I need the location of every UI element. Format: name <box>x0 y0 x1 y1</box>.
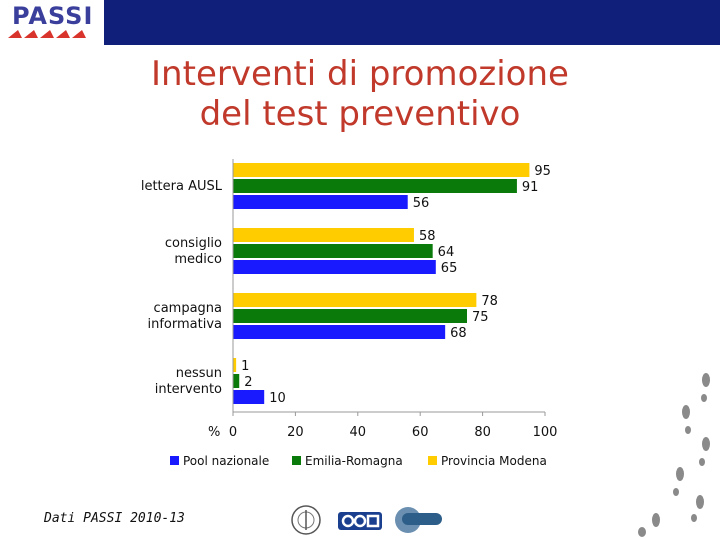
category-label: campagna <box>154 301 222 316</box>
bar <box>233 163 530 177</box>
legend-swatch <box>170 456 179 465</box>
data-label: 56 <box>413 196 430 211</box>
category-label: informativa <box>148 317 223 332</box>
partner-logos <box>291 505 442 535</box>
bar <box>233 195 408 209</box>
bar <box>233 228 414 242</box>
data-label: 78 <box>481 294 498 309</box>
data-label: 65 <box>441 261 458 276</box>
bar <box>233 309 467 323</box>
bar <box>233 374 240 388</box>
passi-logo: PASSI <box>0 0 104 45</box>
bar <box>233 390 265 404</box>
bar <box>233 293 477 307</box>
data-label: 10 <box>269 391 286 406</box>
data-label: 95 <box>534 164 551 179</box>
bar <box>233 358 237 372</box>
x-axis-ticks: 0 20 40 60 80 100 <box>229 412 558 440</box>
legend-swatch <box>292 456 301 465</box>
slide-title: Interventi di promozione del test preven… <box>100 54 620 134</box>
category-label: consiglio <box>165 236 222 251</box>
x-tick-label: 40 <box>350 425 367 440</box>
data-label: 1 <box>241 359 249 374</box>
legend-swatch <box>428 456 437 465</box>
x-tick-label: 20 <box>287 425 304 440</box>
data-label: 58 <box>419 229 436 244</box>
bar <box>233 179 517 193</box>
bar <box>233 260 436 274</box>
logo-marks-icon <box>8 30 86 38</box>
bar <box>233 244 433 258</box>
data-label: 2 <box>244 375 252 390</box>
category-label: nessun <box>176 366 222 381</box>
data-label: 91 <box>522 180 539 195</box>
x-axis-unit-label: % <box>208 425 220 440</box>
legend-label: Pool nazionale <box>183 454 269 468</box>
seal-logo-icon <box>291 505 321 535</box>
x-tick-label: 60 <box>412 425 429 440</box>
chart-bars <box>233 163 530 404</box>
data-label: 68 <box>450 326 467 341</box>
legend: Pool nazionale Emilia-Romagna Provincia Mo… <box>170 454 547 468</box>
x-tick-label: 80 <box>474 425 491 440</box>
x-axis: % <box>208 159 545 440</box>
legend-label: Emilia-Romagna <box>305 454 403 468</box>
slide-title-line-1: Interventi di promozione <box>151 54 569 94</box>
slide-title-line-2: del test preventivo <box>199 94 521 134</box>
cnesps-logo-icon <box>395 507 442 533</box>
ccm-logo-icon <box>338 512 382 530</box>
footprints-decoration-icon <box>638 373 710 537</box>
x-tick-label: 100 <box>533 425 558 440</box>
passi-logo-text: PASSI <box>12 2 94 30</box>
x-tick-label: 0 <box>229 425 237 440</box>
category-label: lettera AUSL <box>141 179 223 194</box>
data-label: 75 <box>472 310 489 325</box>
header-band <box>0 0 720 45</box>
category-label: medico <box>174 252 222 267</box>
bar <box>233 325 446 339</box>
category-label: intervento <box>155 382 222 397</box>
legend-label: Provincia Modena <box>441 454 547 468</box>
data-source-note: Dati PASSI 2010-13 <box>44 511 185 526</box>
data-label: 64 <box>438 245 455 260</box>
